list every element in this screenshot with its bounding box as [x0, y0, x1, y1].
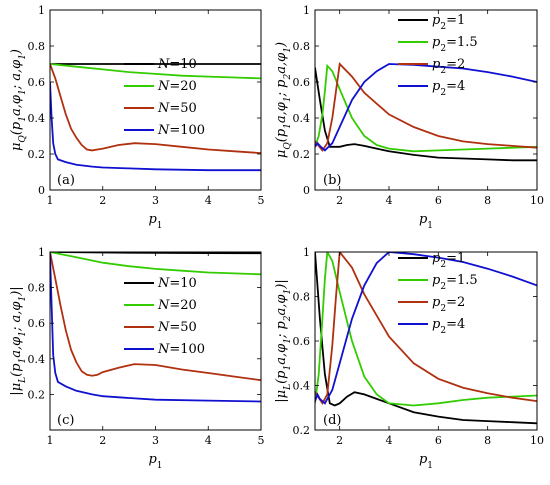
chart-panel-4: 2 4 6 8 10 0.2 0.4 0.6 0.8 1 p1 |μL(p1a,φ1; p2a,φ1)… — [274, 246, 544, 471]
legend-entry: p2=2 — [432, 57, 465, 76]
y-axis-label: μQ(p1a,φ1; a,φ1) — [9, 49, 28, 151]
x-axis-label: p1 — [419, 212, 433, 231]
y-tick-label: 0.6 — [293, 76, 311, 89]
series-line-4 — [50, 81, 261, 172]
chart-panel-2: 2 4 6 8 10 0 0.2 0.4 0.6 0.8 1 p1 μQ(p1a,φ1; p2a,φ1)… — [274, 4, 544, 231]
x-tick-label: 4 — [205, 194, 212, 207]
x-tick-label: 10 — [530, 194, 544, 207]
legend-entry: N=20 — [157, 298, 197, 313]
y-tick-label: 0.4 — [293, 380, 311, 393]
panel-label: (b) — [323, 173, 341, 188]
legend-entry: p2=4 — [432, 79, 465, 98]
x-tick-label: 1 — [47, 194, 54, 207]
legend-entry: N=50 — [157, 320, 197, 335]
y-tick-label: 0.4 — [293, 112, 311, 125]
x-tick-label: 2 — [336, 434, 343, 447]
legend-entry: N=100 — [157, 342, 205, 357]
x-tick-label: 2 — [99, 434, 106, 447]
x-tick-label: 3 — [152, 194, 159, 207]
x-axis-label: p1 — [419, 452, 433, 471]
x-tick-label: 3 — [152, 434, 159, 447]
y-tick-label: 0 — [303, 184, 310, 197]
x-tick-label: 4 — [205, 434, 212, 447]
y-tick-label: 1 — [38, 246, 45, 259]
y-tick-label: 0.2 — [293, 424, 311, 437]
legend-entry: N=50 — [157, 101, 197, 116]
series-line-4 — [50, 253, 261, 403]
y-tick-label: 1 — [303, 4, 310, 17]
x-tick-label: 6 — [435, 434, 442, 447]
x-tick-label: 10 — [530, 434, 544, 447]
legend-entry: N=20 — [157, 79, 197, 94]
x-tick-label: 5 — [258, 194, 265, 207]
legend-entry: p2=1 — [432, 251, 465, 270]
y-tick-label: 0.6 — [28, 317, 46, 330]
x-tick-label: 2 — [99, 194, 106, 207]
legend-entry: p2=2 — [432, 295, 465, 314]
y-tick-label: 1 — [303, 246, 310, 259]
chart-panel-3: 1 2 3 4 5 0.2 0.4 0.6 0.8 1 p1 |μL(p1a,φ1; a,φ1)| (c… — [9, 246, 265, 471]
series-line-2 — [50, 63, 261, 80]
legend-entry: p2=1.5 — [432, 273, 478, 292]
y-tick-label: 0.6 — [28, 76, 46, 89]
series-line-2 — [315, 63, 537, 153]
legend-entry: N=10 — [157, 276, 197, 291]
x-tick-label: 2 — [336, 194, 343, 207]
series-line-1 — [315, 67, 537, 162]
y-tick-label: 0.2 — [28, 148, 46, 161]
y-tick-label: 0.2 — [28, 388, 46, 401]
y-axis-label: |μL(p1a,φ1; p2a,φ1)| — [274, 279, 293, 402]
plot-frame — [49, 9, 262, 191]
plot-frame — [49, 251, 262, 431]
y-tick-label: 0.8 — [293, 40, 311, 53]
plot-frame — [314, 251, 538, 431]
series-line-4 — [315, 63, 537, 152]
y-axis-label: μQ(p1a,φ1; p2a,φ1) — [274, 42, 293, 158]
series-line-3 — [315, 252, 537, 406]
x-axis-label: p1 — [148, 452, 162, 471]
y-tick-label: 0.8 — [28, 282, 46, 295]
legend-entry: p2=1 — [432, 13, 465, 32]
x-tick-label: 1 — [47, 434, 54, 447]
y-tick-label: 0.6 — [293, 335, 311, 348]
y-tick-label: 1 — [38, 4, 45, 17]
panel-label: (c) — [57, 413, 74, 428]
panel-label: (a) — [57, 173, 75, 188]
x-tick-label: 5 — [258, 434, 265, 447]
plot-frame — [314, 9, 538, 191]
x-tick-label: 8 — [484, 194, 491, 207]
y-axis-label: |μL(p1a,φ1; a,φ1)| — [9, 286, 28, 395]
series-line-4 — [315, 252, 537, 405]
y-tick-label: 0.2 — [293, 148, 311, 161]
legend-entry: N=100 — [157, 123, 205, 138]
y-tick-label: 0.8 — [293, 291, 311, 304]
legend-entry: p2=1.5 — [432, 35, 478, 54]
series-line-2 — [50, 252, 261, 276]
legend-entry: N=10 — [157, 57, 197, 72]
y-tick-label: 0.4 — [28, 112, 46, 125]
chart-panel-1: 1 2 3 4 5 0 0.2 0.4 0.6 0.8 1 p1 μQ(p1a,φ1; a,φ1) (a)… — [9, 4, 265, 231]
series-line-3 — [50, 252, 261, 382]
series-line-2 — [315, 252, 537, 407]
y-tick-label: 0 — [38, 184, 45, 197]
y-tick-label: 0.8 — [28, 40, 46, 53]
series-line-3 — [50, 63, 261, 154]
x-tick-label: 4 — [386, 194, 393, 207]
series-line-3 — [315, 62, 537, 152]
x-tick-label: 6 — [435, 194, 442, 207]
legend-entry: p2=4 — [432, 317, 465, 336]
x-tick-label: 4 — [386, 434, 393, 447]
x-axis-label: p1 — [148, 212, 162, 231]
panel-label: (d) — [323, 413, 341, 428]
x-tick-label: 8 — [484, 434, 491, 447]
y-tick-label: 0.4 — [28, 353, 46, 366]
